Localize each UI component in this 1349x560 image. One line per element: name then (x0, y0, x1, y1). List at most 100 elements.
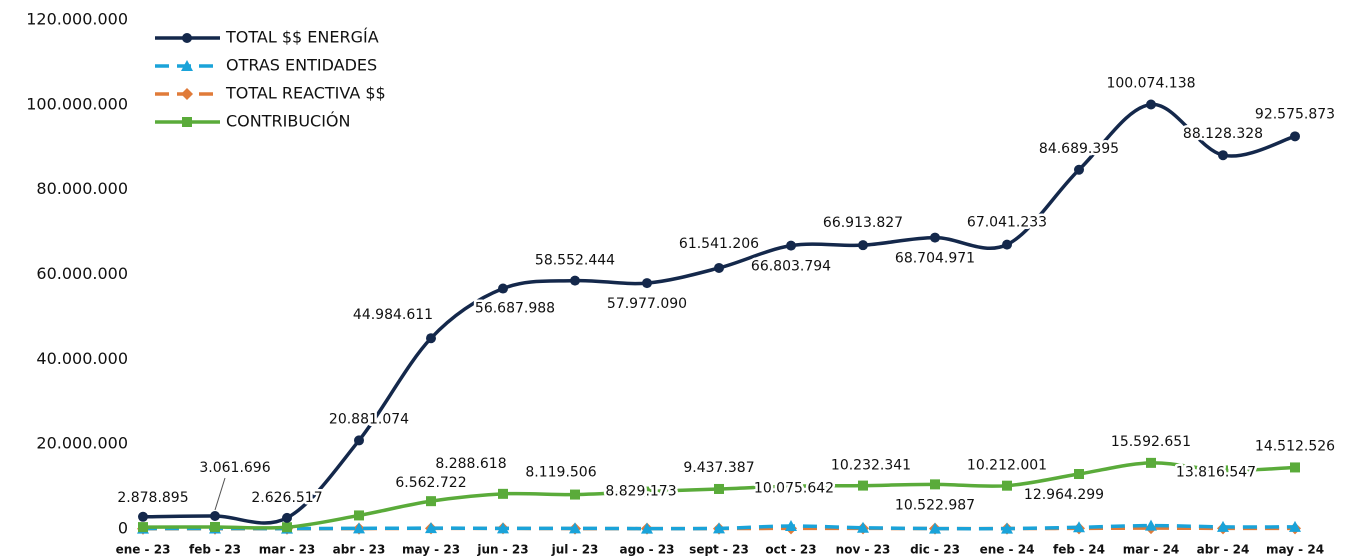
point (426, 496, 436, 507)
legend-label: TOTAL $$ ENERGÍA (225, 28, 379, 47)
data-label: 61.541.206 (679, 236, 759, 252)
data-label: 10.232.341 (831, 458, 911, 474)
leader-line (214, 477, 226, 511)
data-label: 8.288.618 (435, 456, 506, 472)
legend-marker (181, 88, 193, 100)
point (642, 486, 652, 497)
point (1146, 457, 1156, 468)
point (930, 479, 940, 490)
data-label: 13.816.547 (1176, 464, 1256, 480)
x-tick-label: mar - 23 (259, 543, 316, 557)
y-tick-label: 100.000.000 (26, 94, 128, 113)
x-tick-label: sept - 23 (689, 543, 749, 557)
data-label: 67.041.233 (967, 215, 1047, 231)
x-tick-label: abr - 24 (1197, 543, 1250, 557)
data-label: 9.437.387 (683, 460, 754, 476)
data-label: 56.687.988 (475, 301, 555, 317)
point (714, 262, 724, 273)
point (354, 435, 364, 446)
legend-label: TOTAL REACTIVA $$ (225, 84, 386, 103)
data-label: 66.913.827 (823, 215, 903, 231)
x-tick-label: oct - 23 (765, 543, 816, 557)
point (1145, 519, 1157, 531)
point (1290, 462, 1300, 473)
x-tick-label: jul - 23 (551, 543, 599, 557)
data-label: 10.212.001 (967, 458, 1047, 474)
point (282, 512, 292, 523)
data-label: 10.075.642 (754, 480, 834, 496)
point (498, 488, 508, 499)
legend-marker (182, 117, 192, 127)
legend-bg (150, 81, 420, 107)
x-tick-label: may - 23 (402, 543, 460, 557)
data-label: 8.119.506 (525, 465, 596, 481)
y-tick-label: 40.000.000 (36, 349, 128, 368)
point (570, 489, 580, 500)
y-tick-label: 60.000.000 (36, 264, 128, 283)
point (858, 240, 868, 251)
data-label: 6.562.722 (395, 475, 466, 491)
point (425, 522, 437, 534)
x-tick-label: jun - 23 (476, 543, 528, 557)
data-label: 100.074.138 (1106, 76, 1195, 92)
x-tick-label: abr - 23 (333, 543, 386, 557)
x-tick-label: feb - 24 (1053, 543, 1105, 557)
point (1146, 99, 1156, 110)
point (786, 240, 796, 251)
x-tick-label: ene - 24 (980, 543, 1035, 557)
point (930, 232, 940, 243)
legend-marker (182, 33, 192, 43)
data-label: 44.984.611 (353, 307, 433, 323)
point (282, 522, 292, 533)
data-label: 12.964.299 (1024, 487, 1104, 503)
point (858, 480, 868, 491)
data-label: 14.512.526 (1255, 438, 1335, 454)
data-label: 66.803.794 (751, 259, 831, 275)
point (354, 510, 364, 521)
point (714, 483, 724, 494)
legend-label: OTRAS ENTIDADES (226, 56, 377, 75)
data-label: 68.704.971 (895, 251, 975, 267)
point (1217, 520, 1229, 532)
data-label: 88.128.328 (1183, 126, 1263, 142)
point (426, 333, 436, 344)
point (569, 522, 581, 534)
y-tick-label: 0 (118, 519, 128, 538)
point (1290, 131, 1300, 142)
data-label: 58.552.444 (535, 253, 615, 269)
data-label: 92.575.873 (1255, 106, 1335, 122)
data-label: 15.592.651 (1111, 434, 1191, 450)
point (570, 275, 580, 286)
point (857, 521, 869, 533)
data-label: 2.878.895 (117, 490, 188, 506)
y-tick-label: 20.000.000 (36, 434, 128, 453)
x-tick-label: ene - 23 (116, 543, 171, 557)
point (1218, 465, 1228, 476)
y-tick-label: 80.000.000 (36, 179, 128, 198)
data-label: 20.881.074 (329, 411, 409, 427)
data-label: 10.522.987 (895, 497, 975, 513)
point (353, 522, 365, 534)
data-label: 3.061.696 (199, 460, 270, 476)
point (138, 511, 148, 522)
point (1002, 239, 1012, 250)
x-tick-label: ago - 23 (620, 543, 675, 557)
x-tick-label: dic - 23 (910, 543, 960, 557)
point (498, 283, 508, 294)
legend-bg (150, 53, 420, 79)
point (713, 522, 725, 534)
x-tick-label: feb - 23 (189, 543, 241, 557)
point (138, 522, 148, 533)
point (497, 522, 509, 534)
legend-marker (181, 60, 193, 71)
y-tick-label: 120.000.000 (26, 10, 128, 29)
data-label: 84.689.395 (1039, 141, 1119, 157)
point (1074, 469, 1084, 480)
data-label: 2.626.517 (251, 490, 322, 506)
point (642, 278, 652, 289)
legend-label: CONTRIBUCIÓN (226, 112, 350, 131)
x-tick-label: nov - 23 (836, 543, 891, 557)
point (641, 522, 653, 534)
x-tick-label: may - 24 (1266, 543, 1324, 557)
